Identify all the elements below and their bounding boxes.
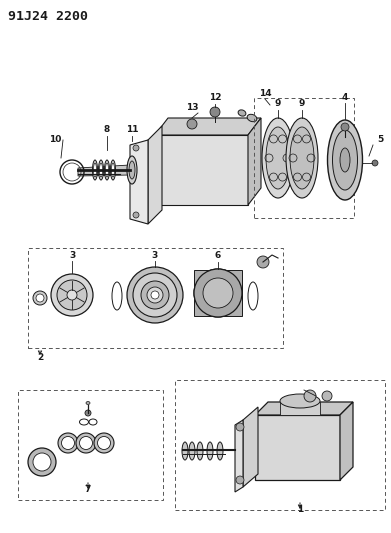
Ellipse shape (61, 437, 75, 449)
Ellipse shape (238, 110, 246, 116)
Ellipse shape (247, 114, 257, 122)
Polygon shape (235, 420, 243, 492)
Ellipse shape (203, 278, 233, 308)
Ellipse shape (217, 442, 223, 460)
Circle shape (187, 119, 197, 129)
Text: 1: 1 (297, 505, 303, 514)
Text: 9: 9 (299, 100, 305, 109)
Ellipse shape (280, 394, 320, 408)
Ellipse shape (97, 437, 111, 449)
Ellipse shape (111, 160, 115, 180)
Text: 10: 10 (49, 135, 61, 144)
Text: 5: 5 (377, 135, 383, 144)
Ellipse shape (93, 163, 97, 177)
Text: 2: 2 (37, 353, 43, 362)
Text: 14: 14 (259, 88, 271, 98)
Polygon shape (340, 402, 353, 480)
Ellipse shape (189, 442, 195, 460)
Ellipse shape (290, 127, 314, 189)
Ellipse shape (194, 269, 242, 317)
Ellipse shape (201, 276, 235, 310)
Ellipse shape (106, 163, 108, 177)
Ellipse shape (129, 161, 135, 179)
Circle shape (133, 212, 139, 218)
Ellipse shape (286, 118, 318, 198)
Text: 4: 4 (342, 93, 348, 101)
Text: 13: 13 (186, 103, 198, 112)
Ellipse shape (86, 401, 90, 405)
Text: 8: 8 (104, 125, 110, 134)
Ellipse shape (76, 433, 96, 453)
Polygon shape (194, 270, 242, 316)
Polygon shape (155, 118, 261, 135)
Ellipse shape (127, 156, 137, 184)
Ellipse shape (51, 274, 93, 316)
Circle shape (322, 391, 332, 401)
Ellipse shape (147, 287, 163, 303)
Polygon shape (280, 402, 320, 415)
Ellipse shape (99, 163, 102, 177)
Polygon shape (78, 165, 130, 176)
Ellipse shape (111, 163, 115, 177)
Circle shape (33, 453, 51, 471)
Circle shape (257, 256, 269, 268)
Ellipse shape (133, 273, 177, 317)
Polygon shape (148, 126, 162, 224)
Circle shape (33, 291, 47, 305)
Bar (254, 98, 354, 218)
Polygon shape (255, 415, 340, 480)
Polygon shape (130, 140, 148, 224)
Bar (18, 390, 163, 500)
Ellipse shape (141, 281, 169, 309)
Ellipse shape (207, 442, 213, 460)
Text: 6: 6 (215, 252, 221, 261)
Circle shape (210, 107, 220, 117)
Circle shape (341, 123, 349, 131)
Ellipse shape (85, 410, 91, 416)
Polygon shape (243, 407, 258, 487)
Text: 9: 9 (275, 100, 281, 109)
Ellipse shape (58, 433, 78, 453)
Ellipse shape (266, 127, 290, 189)
Ellipse shape (332, 130, 357, 190)
Text: 7: 7 (85, 486, 91, 495)
Ellipse shape (340, 148, 350, 172)
Ellipse shape (67, 290, 77, 300)
Circle shape (236, 476, 244, 484)
Text: 3: 3 (152, 251, 158, 260)
Polygon shape (248, 118, 261, 205)
Ellipse shape (93, 160, 97, 180)
Ellipse shape (104, 160, 109, 180)
Ellipse shape (57, 280, 87, 310)
Ellipse shape (79, 437, 93, 449)
Circle shape (133, 145, 139, 151)
Circle shape (236, 423, 244, 431)
Text: 91J24 2200: 91J24 2200 (8, 10, 88, 23)
Bar (28, 248, 283, 348)
Bar (175, 380, 385, 510)
Polygon shape (155, 135, 248, 205)
Text: 12: 12 (209, 93, 221, 102)
Ellipse shape (328, 120, 362, 200)
Ellipse shape (99, 160, 104, 180)
Text: 11: 11 (126, 125, 138, 134)
Ellipse shape (194, 269, 242, 317)
Ellipse shape (197, 442, 203, 460)
Circle shape (372, 160, 378, 166)
Text: 3: 3 (69, 251, 75, 260)
Ellipse shape (262, 118, 294, 198)
Ellipse shape (94, 433, 114, 453)
Ellipse shape (210, 285, 226, 301)
Circle shape (28, 448, 56, 476)
Circle shape (36, 294, 44, 302)
Ellipse shape (182, 442, 188, 460)
Ellipse shape (151, 291, 159, 299)
Polygon shape (255, 402, 353, 415)
Ellipse shape (127, 267, 183, 323)
Circle shape (304, 390, 316, 402)
